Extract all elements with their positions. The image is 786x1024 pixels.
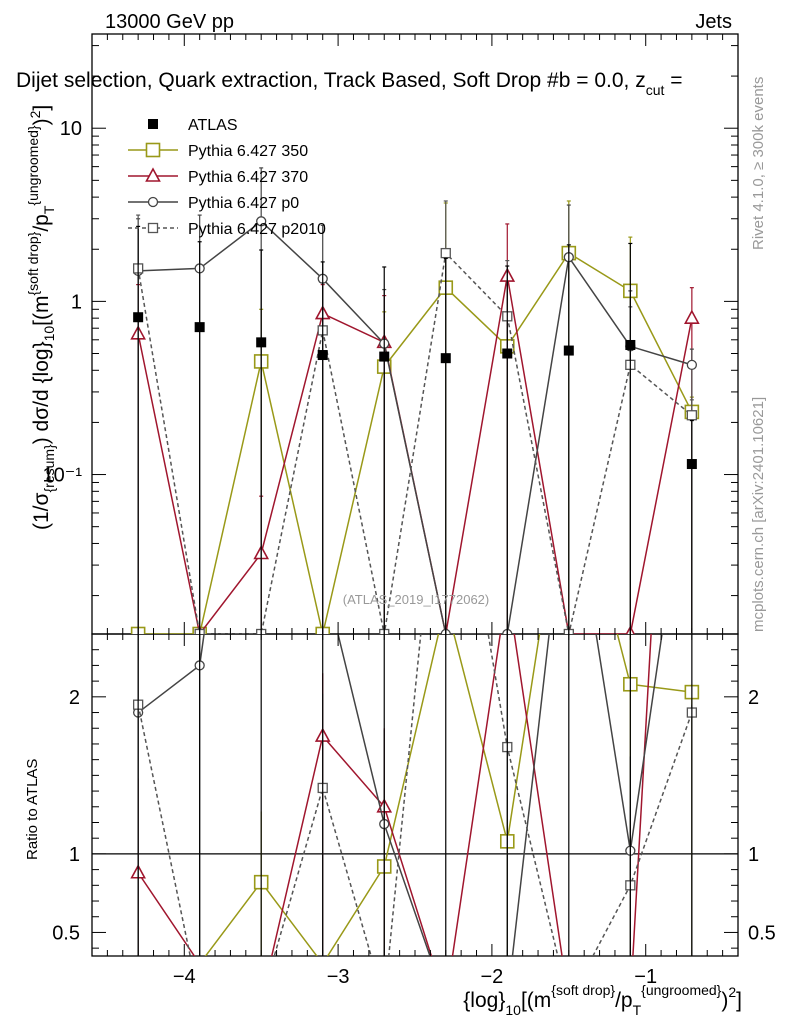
x-tick-label: −3 — [327, 966, 350, 988]
series-p0-main — [132, 167, 698, 634]
ratio-tick-label-left: 1 — [69, 844, 80, 866]
legend-marker-p2010 — [147, 222, 159, 234]
series-atlas-point — [563, 345, 574, 356]
legend-label-p2010: Pythia 6.427 p2010 — [188, 221, 326, 238]
ratio-tick-label-right: 0.5 — [748, 922, 776, 944]
category-label: Jets — [695, 11, 732, 33]
series-p2010-main — [132, 200, 698, 634]
legend-marker-atlas — [148, 119, 158, 129]
main-panel — [130, 167, 700, 634]
ratio-tick-label-right: 1 — [748, 844, 759, 866]
ratio-panel-frame — [91, 633, 739, 957]
selection-title-sub: cut — [646, 82, 665, 98]
selection-title-text: Dijet selection, Quark extraction, Track… — [16, 69, 646, 92]
series-p350-line — [138, 252, 693, 634]
series-atlas-point — [133, 312, 144, 323]
series-p2010-ratio — [132, 634, 698, 956]
ratio-tick-label-left: 0.5 — [52, 922, 80, 944]
y-axis-label-main: (1/σ{resum}) dσ/d {log}10[(m{soft drop}/… — [25, 105, 57, 530]
x-tick-label: −2 — [480, 966, 503, 988]
series-atlas-main — [133, 225, 697, 634]
series-p350-main — [130, 200, 700, 634]
series-p370-line — [137, 275, 693, 634]
series-atlas-point — [502, 348, 513, 359]
legend: ATLAS Pythia 6.427 350 Pythia 6.427 370 Pyt… — [128, 117, 326, 238]
legend-label-atlas: ATLAS — [188, 117, 238, 134]
ratio-tick-label-left: 2 — [69, 687, 80, 709]
legend-marker-p350 — [145, 142, 161, 158]
y-tick-label: 10 — [60, 118, 82, 140]
series-p370-point — [684, 309, 700, 324]
series-p0-ratio — [132, 634, 663, 956]
energy-label: 13000 GeV pp — [105, 11, 234, 33]
series-atlas-point — [256, 337, 267, 348]
series-p2010-line — [137, 251, 693, 634]
selection-title: Dijet selection, Quark extraction, Track… — [16, 69, 683, 98]
selection-title-tail: = — [664, 69, 682, 92]
analysis-label: (ATLAS_2019_I1772062) — [343, 592, 489, 607]
x-tick-label: −1 — [634, 966, 657, 988]
legend-marker-p0 — [147, 196, 159, 208]
y-tick-label: 1 — [71, 291, 82, 313]
series-atlas-point — [194, 322, 205, 333]
y-tick-label: 10⁻¹ — [43, 465, 83, 487]
series-atlas-point — [317, 350, 328, 361]
series-p350-ratio — [204, 634, 700, 956]
series-p370-main — [130, 223, 700, 634]
series-p2010-point — [686, 410, 698, 421]
ratio-tick-label-right: 2 — [748, 687, 759, 709]
series-atlas-point — [625, 339, 636, 350]
mcplots-label: mcplots.cern.ch [arXiv:2401.10621] — [750, 397, 767, 632]
series-p0-point — [256, 216, 267, 227]
legend-label-p0: Pythia 6.427 p0 — [188, 195, 299, 212]
axes: −4 −3 −2 −1 10⁻¹ 1 10 0.5 0.5 1 1 2 2 — [43, 34, 776, 988]
legend-marker-p370 — [145, 167, 161, 182]
series-atlas-ratio-band — [137, 634, 693, 956]
series-p0-line — [138, 220, 693, 634]
series-atlas-point — [440, 353, 451, 364]
legend-label-p370: Pythia 6.427 370 — [188, 169, 308, 186]
series-p0-point — [686, 359, 698, 371]
series-p2010-ratio-line — [137, 634, 693, 956]
x-tick-label: −4 — [173, 966, 196, 988]
ratio-panel — [92, 634, 738, 956]
series-p0-ratio-line — [137, 634, 663, 956]
rivet-label: Rivet 4.1.0, ≥ 300k events — [750, 77, 767, 250]
series-atlas-point — [686, 459, 697, 470]
legend-label-p350: Pythia 6.427 350 — [188, 143, 308, 160]
series-atlas-point — [379, 351, 390, 362]
series-p370-ratio-line — [137, 634, 652, 956]
series-p350-ratio-line — [204, 634, 692, 956]
series-p2010-point — [440, 247, 451, 259]
y-axis-label-ratio: Ratio to ATLAS — [24, 759, 41, 860]
x-axis-label: {log}10[(m{soft drop}/pT{ungroomed})2] — [463, 982, 742, 1018]
